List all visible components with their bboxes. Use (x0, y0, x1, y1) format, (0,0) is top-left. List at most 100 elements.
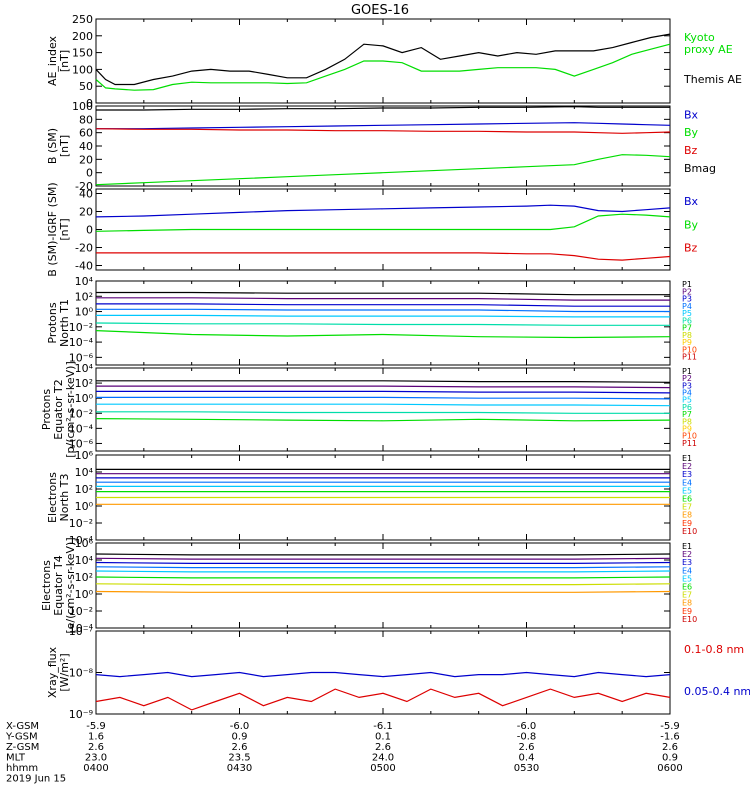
series-e1 (95, 553, 671, 556)
legend-entry: P11 (682, 353, 697, 362)
panel-5: 10⁻⁶ 10⁻⁴ 10⁻² 10⁰ 10² 10⁴ Protons Equator T2 [p… (40, 361, 697, 458)
y-axis-label: B (SM)-IGRF (SM) (46, 182, 59, 276)
y-tick-label: 10⁻⁶ (69, 437, 94, 450)
legend-entry: E3 (682, 558, 692, 567)
series-p1 (96, 380, 671, 383)
y-axis-label: [nT] (58, 135, 71, 157)
legend-entry: P1 (682, 280, 692, 289)
row-value: 2.6 (375, 742, 391, 753)
y-tick-label: 10⁻² (69, 321, 93, 334)
row-value: 0600 (657, 763, 682, 774)
y-axis-label: [W/m²] (58, 653, 71, 691)
row-label: X-GSM (6, 721, 39, 732)
legend-entry: P3 (682, 381, 692, 390)
series-bmag (96, 106, 670, 111)
y-axis-label: [nT] (58, 50, 71, 72)
legend-entry: E2 (682, 550, 692, 559)
series-e3 (95, 561, 671, 565)
y-tick-label: 50 (79, 80, 93, 93)
series-p5 (96, 403, 671, 407)
y-axis-label: [e/(cm²-s-sr-keV)] (64, 537, 77, 633)
y-tick-label: 20 (79, 206, 93, 219)
y-axis-label: Electrons (40, 560, 53, 611)
y-tick-label: 10⁻⁸ (69, 667, 94, 680)
y-axis-label: [nT] (58, 218, 71, 240)
row-value: 2.6 (519, 742, 535, 753)
panel-frame (95, 542, 671, 629)
legend-entry: 0.1-0.8 nm (684, 643, 744, 656)
series-bz (95, 128, 671, 134)
series-0-05-0-4-nm (95, 671, 671, 678)
y-tick-label: 0 (86, 224, 93, 237)
y-axis-label: Xray_flux (46, 646, 59, 698)
y-tick-label: 10² (75, 377, 93, 390)
panel-8: 10⁻⁹ 10⁻⁸ 10⁻⁷ Xray_flux [W/m²] 0.1-0.8 nm 0.0… (46, 625, 750, 721)
series-p2 (96, 385, 671, 389)
y-tick-label: 10⁻² (69, 407, 93, 420)
y-tick-label: 150 (72, 47, 93, 60)
panel-3: -40 -20 0 20 40 B (SM)-IGRF (SM) [nT] Bx By Bz (46, 182, 699, 276)
y-axis-label: B (SM) (46, 128, 59, 164)
y-tick-label: 80 (79, 113, 93, 126)
legend-entry: P1 (682, 367, 692, 376)
legend-entry: By (684, 126, 699, 139)
series-p3 (96, 390, 671, 394)
legend-entry: P7 (682, 410, 692, 419)
y-tick-label: 10⁻⁹ (69, 708, 93, 721)
panel-frame (95, 630, 671, 715)
legend-entry: E6 (682, 583, 692, 592)
legend-entry: Kyoto (684, 31, 715, 44)
y-tick-label: 10⁰ (75, 392, 94, 405)
legend-entry: P4 (682, 389, 692, 398)
legend-entry: E10 (682, 527, 697, 536)
legend-entry: E8 (682, 511, 692, 520)
y-tick-label: 10⁻² (69, 517, 93, 530)
row-value: 2.6 (662, 742, 678, 753)
legend-entry: Bmag (684, 162, 716, 175)
legend-entry: E4 (682, 478, 692, 487)
y-tick-label: -20 (75, 180, 93, 193)
legend-entry: Themis AE (683, 73, 742, 86)
row-value: 24.0 (372, 753, 394, 764)
legend-entry: E10 (682, 615, 697, 624)
legend-entry: P5 (682, 309, 692, 318)
row-value: 0430 (227, 763, 252, 774)
panel-4: 10⁻⁶ 10⁻⁴ 10⁻² 10⁰ 10² 10⁴ Protons North T1 P1P2… (46, 275, 697, 366)
series-bx (95, 204, 671, 218)
row-value: 0530 (514, 763, 539, 774)
row-value: 23.5 (228, 753, 250, 764)
legend-entry: P7 (682, 324, 692, 333)
y-axis-label: AE_index (46, 35, 59, 86)
y-tick-label: 40 (79, 140, 93, 153)
y-tick-label: 10⁴ (75, 362, 94, 375)
y-tick-label: 10⁰ (75, 500, 94, 513)
time-axis-table: X-GSM -5.9 -6.0 -6.1 -6.0 -5.9 Y-GSM 1.6 0.9 0.1 -… (5, 721, 683, 785)
y-axis-label: Protons (40, 389, 53, 430)
legend-entry: P8 (682, 417, 692, 426)
legend-entry: E7 (682, 503, 692, 512)
legend-entry: P8 (682, 331, 692, 340)
y-tick-label: 10⁴ (75, 554, 94, 567)
row-label: MLT (6, 753, 26, 764)
legend-entry: P11 (682, 439, 697, 448)
y-tick-label: 10⁻⁶ (69, 351, 94, 364)
row-value: 0.4 (519, 753, 535, 764)
y-tick-label: 0 (86, 97, 93, 110)
row-value: 0500 (370, 763, 395, 774)
y-tick-label: 100 (72, 63, 93, 76)
y-tick-label: 10⁰ (75, 306, 94, 319)
row-value: -0.8 (517, 732, 537, 743)
series-p5 (96, 314, 670, 318)
y-tick-label: 10² (75, 571, 93, 584)
panel-frame (95, 105, 671, 187)
series-p7 (95, 418, 671, 422)
row-value: 0400 (83, 763, 108, 774)
legend-entry: 0.05-0.4 nm (684, 685, 750, 698)
row-value: -6.0 (230, 721, 250, 732)
y-tick-label: 200 (72, 30, 93, 43)
series-by (95, 154, 671, 186)
legend-entry: P10 (682, 345, 697, 354)
series-themis-ae (95, 33, 671, 86)
